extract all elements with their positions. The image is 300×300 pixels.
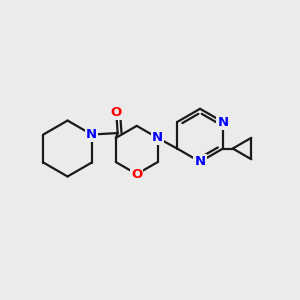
Text: N: N	[218, 116, 229, 128]
Text: O: O	[131, 168, 142, 181]
Text: N: N	[194, 155, 206, 168]
Text: O: O	[111, 106, 122, 119]
Text: N: N	[152, 131, 163, 144]
Text: N: N	[86, 128, 97, 141]
